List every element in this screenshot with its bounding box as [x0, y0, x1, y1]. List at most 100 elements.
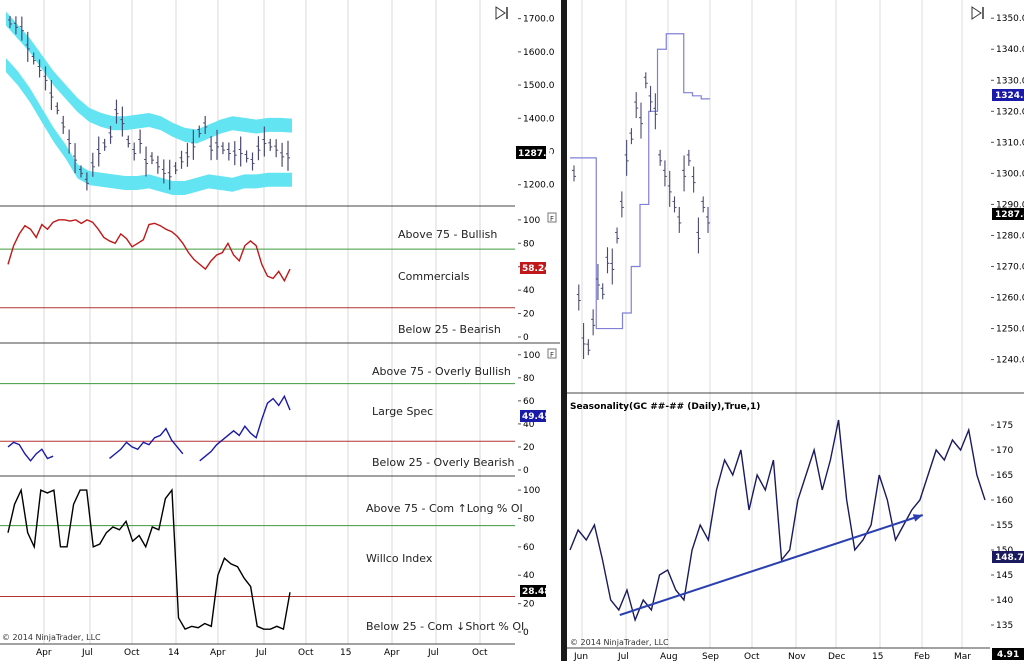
envelope-lower-band: [6, 58, 292, 196]
copyright-right: © 2014 NinjaTrader, LLC: [570, 638, 669, 647]
x-tick-label: Oct: [124, 648, 140, 658]
oscillator-y-tick-label: 100: [523, 486, 540, 496]
seasonality-y-tick-label: 155: [996, 521, 1013, 531]
x-tick-label: 15: [872, 652, 883, 661]
right-price-panel: 1350.0 1340.0 1330.0 1320.0 1310.0 1300.0 1290…: [570, 6, 1024, 366]
large-spec-line: [7, 394, 291, 462]
oscillator-y-tick-label: 40: [523, 420, 535, 430]
oscillator-y-tick-label: 60: [523, 397, 535, 407]
willco-badge: 28.48: [520, 585, 550, 597]
series-line: [7, 487, 291, 631]
right-price-y-tick-label: 1340.0: [996, 45, 1024, 55]
commercials-annotations: Above 75 - Bullish Commercials Below 25 - …: [398, 228, 501, 336]
x-tick-label: Oct: [744, 652, 760, 661]
series-line: [199, 394, 291, 462]
seasonality-y-tick-label: 145: [996, 571, 1013, 581]
oscillator-y-tick-label: 20: [523, 443, 535, 453]
oscillator-y-tick-label: 0: [523, 333, 529, 343]
oscillator-y-tick-label: 0: [523, 628, 529, 638]
oscillator-y-tick-label: 80: [523, 239, 535, 249]
annotation-label: Below 25 - Com ↓Short % OI: [366, 620, 524, 633]
oscillator-y-tick-label: 80: [523, 514, 535, 524]
panel-f-icon[interactable]: F: [547, 212, 557, 223]
left-price-badge-text: 1287.4: [518, 149, 553, 159]
seasonality-series-line: [569, 419, 986, 623]
large-spec-panel: 100 80 60 40 20 0 Above 75 - Overly Bullish La…: [0, 348, 557, 476]
x-tick-label: Oct: [472, 648, 488, 658]
seasonality-y-tick-label: 135: [996, 621, 1013, 631]
x-tick-label: Nov: [788, 652, 806, 661]
right-x-axis: Jun Jul Aug Sep Oct Nov Dec 15 Feb Mar: [573, 652, 971, 661]
price-y-tick-label: 1700.0: [523, 15, 555, 25]
x-tick-label: Mar: [954, 652, 971, 661]
price-y-tick-label: 1500.0: [523, 81, 555, 91]
copyright-left: © 2014 NinjaTrader, LLC: [2, 633, 101, 642]
seasonality-y-axis: 175170165160155150145140135: [991, 421, 1013, 631]
right-price-badge: 1287.4: [992, 208, 1024, 220]
seasonality-y-tick-label: 165: [996, 471, 1013, 481]
oscillator-y-tick-label: 40: [523, 571, 535, 581]
right-price-y-tick-label: 1320.0: [996, 107, 1024, 117]
right-step-badge-text: 1324.3: [995, 91, 1024, 101]
series-line: [109, 427, 184, 460]
trend-arrow-head: [912, 514, 923, 522]
seasonality-panel: Seasonality(GC ##-## (Daily),True,1) 175…: [569, 402, 1024, 647]
panel-options-icon[interactable]: [971, 6, 984, 20]
willco-badge-text: 28.48: [522, 587, 550, 597]
corner-badge-text: 4.91: [997, 650, 1019, 660]
panel-f-icon[interactable]: F: [547, 348, 557, 359]
x-tick-label: Feb: [914, 652, 930, 661]
oscillator-y-tick-label: 40: [523, 286, 535, 296]
window-separator[interactable]: [561, 0, 567, 661]
willco-annotations: Above 75 - Com ↑Long % OI Willco Index Bel…: [366, 502, 524, 633]
right-price-y-axis: 1350.0 1340.0 1330.0 1320.0 1310.0 1300.0 1290…: [991, 14, 1024, 366]
oscillator-y-tick-label: 100: [523, 216, 540, 226]
right-price-y-tick-label: 1330.0: [996, 76, 1024, 86]
seasonality-title: Seasonality(GC ##-## (Daily),True,1): [570, 402, 760, 412]
envelope-upper-band: [6, 11, 292, 144]
right-price-y-tick-label: 1300.0: [996, 169, 1024, 179]
x-tick-label: Jul: [255, 648, 267, 658]
svg-text:F: F: [550, 215, 554, 223]
annotation-label: Above 75 - Com ↑Long % OI: [366, 502, 523, 515]
right-window: 1350.0 1340.0 1330.0 1320.0 1310.0 1300.0 1290…: [567, 0, 1024, 661]
left-price-badge: 1287.4: [516, 146, 553, 159]
seasonality-y-tick-label: 170: [996, 446, 1013, 456]
x-tick-label: 15: [340, 648, 351, 658]
x-tick-label: Jun: [573, 652, 588, 661]
large-spec-levels: [0, 383, 515, 442]
step-line: [570, 33, 710, 330]
oscillator-y-tick-label: 20: [523, 310, 535, 320]
left-vertical-grid: [43, 0, 481, 644]
price-bars: [8, 15, 290, 191]
oscillator-y-tick-label: 80: [523, 374, 535, 384]
x-tick-label: Dec: [828, 652, 845, 661]
right-price-bars: [572, 72, 710, 359]
large-spec-badge-text: 49.45: [522, 412, 550, 422]
right-price-y-tick-label: 1310.0: [996, 138, 1024, 148]
price-y-tick-label: 1400.0: [523, 114, 555, 124]
right-price-y-tick-label: 1350.0: [996, 14, 1024, 24]
x-tick-label: Apr: [384, 648, 400, 658]
right-price-y-tick-label: 1240.0: [996, 356, 1024, 366]
series-line: [7, 441, 54, 462]
panel-options-icon[interactable]: [495, 6, 508, 20]
x-tick-label: Jul: [427, 648, 439, 658]
trend-arrow: [619, 514, 924, 616]
commercials-line: [7, 219, 291, 283]
oscillator-y-tick-label: 20: [523, 600, 535, 610]
corner-badge: 4.91: [992, 648, 1024, 660]
seasonality-y-tick-label: 160: [996, 496, 1013, 506]
oscillator-y-tick-label: 0: [523, 466, 529, 476]
willco-y-axis: 100 80 60 40 20 0: [518, 486, 540, 638]
large-spec-badge: 49.45: [520, 410, 550, 422]
seasonality-y-tick-label: 175: [996, 421, 1013, 431]
x-tick-label: Apr: [36, 648, 52, 658]
series-line: [7, 219, 291, 283]
large-spec-annotations: Above 75 - Overly Bullish Large Spec Below…: [372, 365, 514, 469]
left-x-axis: Apr Jul Oct 14 Apr Jul Oct 15 Apr Jul Oct: [36, 648, 488, 658]
seasonality-line: [569, 419, 986, 623]
commercials-badge: 58.24: [520, 262, 550, 274]
annotation-label: Above 75 - Bullish: [398, 228, 497, 241]
right-price-y-tick-label: 1290.0: [996, 200, 1024, 210]
